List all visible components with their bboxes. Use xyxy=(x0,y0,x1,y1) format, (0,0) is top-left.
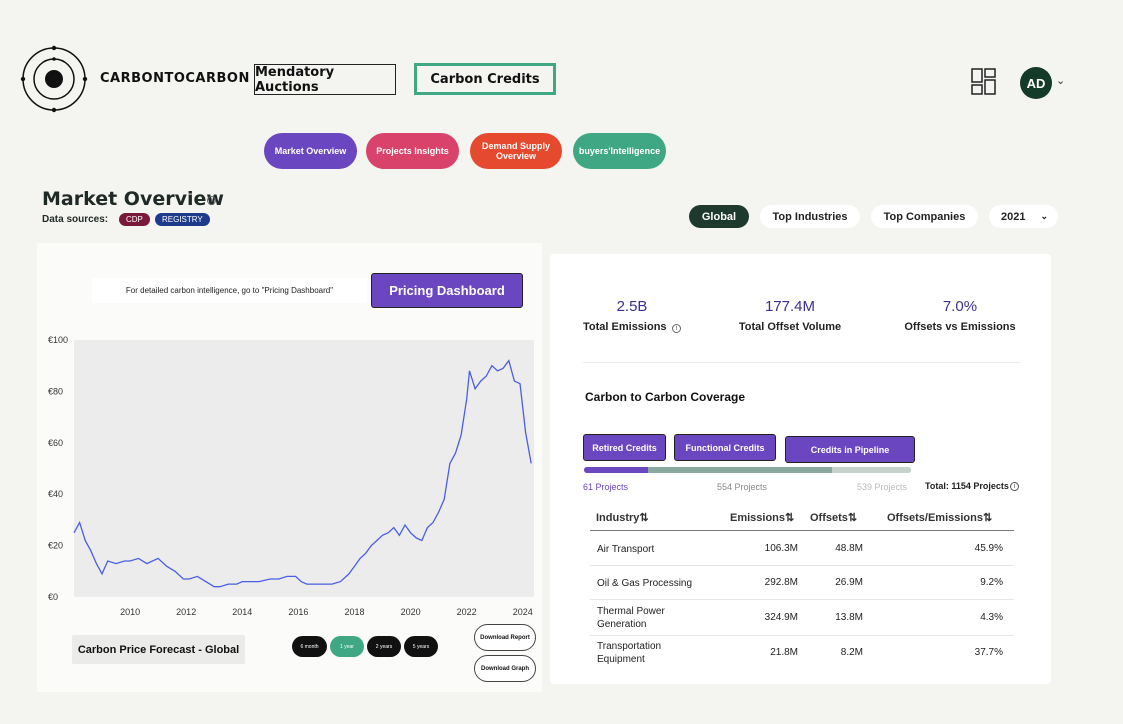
x-tick-label: 2020 xyxy=(401,607,421,617)
year-select[interactable]: 2021 ⌄ xyxy=(989,205,1058,228)
row-ratio: 37.7% xyxy=(974,647,1003,658)
row-emissions: 106.3M xyxy=(764,543,798,554)
range-1-year-button[interactable]: 1 year xyxy=(330,636,364,657)
x-tick-label: 2010 xyxy=(120,607,140,617)
row-emissions: 324.9M xyxy=(764,612,798,623)
filter-global[interactable]: Global xyxy=(689,205,749,228)
y-tick-label: €80 xyxy=(48,386,63,396)
functional-projects-count: 554 Projects xyxy=(717,482,768,492)
chevron-down-icon[interactable]: ⌄ xyxy=(1056,75,1066,87)
coverage-title: Carbon to Carbon Coverage xyxy=(585,390,746,404)
x-tick-label: 2016 xyxy=(288,607,308,617)
chevron-down-icon: ⌄ xyxy=(1040,211,1048,221)
price-series-line xyxy=(73,359,532,588)
range-6-month-button[interactable]: 6 month xyxy=(292,636,327,657)
kpi-total-emissions-value: 2.5B xyxy=(616,298,648,315)
col-header-offsets[interactable]: Offsets⇅ xyxy=(810,512,858,524)
pill-market-overview[interactable]: Market Overview xyxy=(264,133,357,169)
plot-area xyxy=(74,340,534,597)
nav-mandatory-auctions[interactable]: Mendatory Auctions xyxy=(254,64,396,95)
row-ratio: 4.3% xyxy=(980,612,1003,623)
total-projects: Total: 1154 Projects xyxy=(925,481,1009,491)
header-divider xyxy=(590,530,1014,531)
x-tick-label: 2014 xyxy=(232,607,252,617)
x-tick-label: 2022 xyxy=(457,607,477,617)
kpi-offsets-vs-emissions-label: Offsets vs Emissions xyxy=(904,321,1016,333)
row-ratio: 9.2% xyxy=(980,577,1003,588)
y-tick-label: €40 xyxy=(48,489,63,499)
pill-projects-insights[interactable]: Projects Insights xyxy=(366,133,459,169)
row-industry: Air Transport xyxy=(597,544,655,555)
data-sources-label: Data sources: xyxy=(42,214,109,225)
x-tick-label: 2012 xyxy=(176,607,196,617)
row-divider xyxy=(590,635,1014,636)
year-value: 2021 xyxy=(1001,210,1026,223)
kpi-offsets-vs-emissions-value: 7.0% xyxy=(942,298,978,315)
col-header-emissions[interactable]: Emissions⇅ xyxy=(730,512,795,524)
retired-projects-count: 61 Projects xyxy=(583,482,629,492)
progress-pipeline-segment xyxy=(831,467,911,473)
pill-demand-supply[interactable]: Demand Supply Overview xyxy=(470,133,562,169)
col-header-industry[interactable]: Industry⇅ xyxy=(596,512,649,524)
dashboard-grid-icon[interactable] xyxy=(970,68,998,96)
pill-buyers-intelligence[interactable]: buyers'Intelligence xyxy=(573,133,666,169)
nav-carbon-credits[interactable]: Carbon Credits xyxy=(414,63,556,95)
row-divider xyxy=(590,565,1014,566)
page-title: Market Overview xyxy=(42,188,224,210)
x-tick-label: 2024 xyxy=(513,607,533,617)
range-5-years-button[interactable]: 5 years xyxy=(404,636,438,657)
user-avatar[interactable]: AD xyxy=(1020,67,1052,99)
x-tick-label: 2018 xyxy=(344,607,364,617)
row-ratio: 45.9% xyxy=(974,543,1003,554)
download-report-button[interactable]: Download Report xyxy=(474,624,536,651)
forecast-label: Carbon Price Forecast - Global xyxy=(72,635,245,664)
row-offsets: 8.2M xyxy=(840,647,863,658)
divider xyxy=(583,362,1021,363)
kpi-total-offset-value: 177.4M xyxy=(764,298,816,315)
y-tick-label: €0 xyxy=(48,592,58,602)
carbon-price-chart: €0 €20 €40 €60 €80 €100 2010 2012 2014 2016 2018 20… xyxy=(48,335,534,617)
pricing-dashboard-button[interactable]: Pricing Dashboard xyxy=(371,273,523,308)
row-industry: Thermal Power Generation xyxy=(597,606,665,630)
info-icon[interactable]: i xyxy=(207,196,216,205)
brand-name: CARBONTOCARBON xyxy=(100,71,250,86)
row-emissions: 292.8M xyxy=(764,577,798,588)
pricing-note: For detailed carbon intelligence, go to … xyxy=(92,278,367,303)
filter-top-companies[interactable]: Top Companies xyxy=(871,205,978,228)
y-tick-label: €20 xyxy=(48,541,63,551)
tab-functional-credits[interactable]: Functional Credits xyxy=(674,434,776,461)
row-industry: Oil & Gas Processing xyxy=(597,578,693,589)
row-emissions: 21.8M xyxy=(770,647,798,658)
kpi-total-emissions-label: Total Emissions xyxy=(583,321,667,333)
source-badge-registry: REGISTRY xyxy=(155,213,210,226)
brand-logo-icon xyxy=(20,45,88,113)
y-tick-label: €100 xyxy=(48,335,68,345)
progress-retired-segment xyxy=(584,467,648,473)
row-offsets: 26.9M xyxy=(835,577,863,588)
row-offsets: 13.8M xyxy=(835,612,863,623)
tab-credits-in-pipeline[interactable]: Credits in Pipeline xyxy=(785,436,915,463)
coverage-progress-bar xyxy=(584,467,911,473)
info-icon[interactable]: i xyxy=(1010,482,1019,491)
row-offsets: 48.8M xyxy=(835,543,863,554)
download-graph-button[interactable]: Download Graph xyxy=(474,655,536,682)
info-icon[interactable]: i xyxy=(672,324,681,333)
row-industry: Transportation Equipment xyxy=(597,641,662,665)
pipeline-projects-count: 539 Projects xyxy=(857,482,908,492)
col-header-ratio[interactable]: Offsets/Emissions⇅ xyxy=(887,512,993,524)
kpi-total-offset-label: Total Offset Volume xyxy=(738,321,842,333)
filter-top-industries[interactable]: Top Industries xyxy=(760,205,860,228)
source-badge-cdp: CDP xyxy=(119,213,150,226)
y-tick-label: €60 xyxy=(48,438,63,448)
tab-retired-credits[interactable]: Retired Credits xyxy=(583,434,666,461)
range-2-years-button[interactable]: 2 years xyxy=(367,636,401,657)
row-divider xyxy=(590,599,1014,600)
